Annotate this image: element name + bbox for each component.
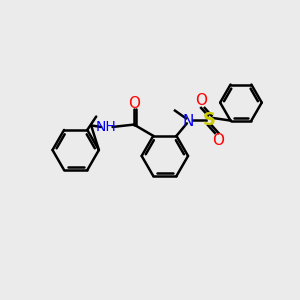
Text: NH: NH — [96, 120, 116, 134]
Text: O: O — [195, 93, 207, 108]
Text: O: O — [212, 133, 224, 148]
Text: O: O — [128, 96, 140, 111]
Text: N: N — [183, 114, 194, 129]
Text: S: S — [203, 111, 216, 129]
